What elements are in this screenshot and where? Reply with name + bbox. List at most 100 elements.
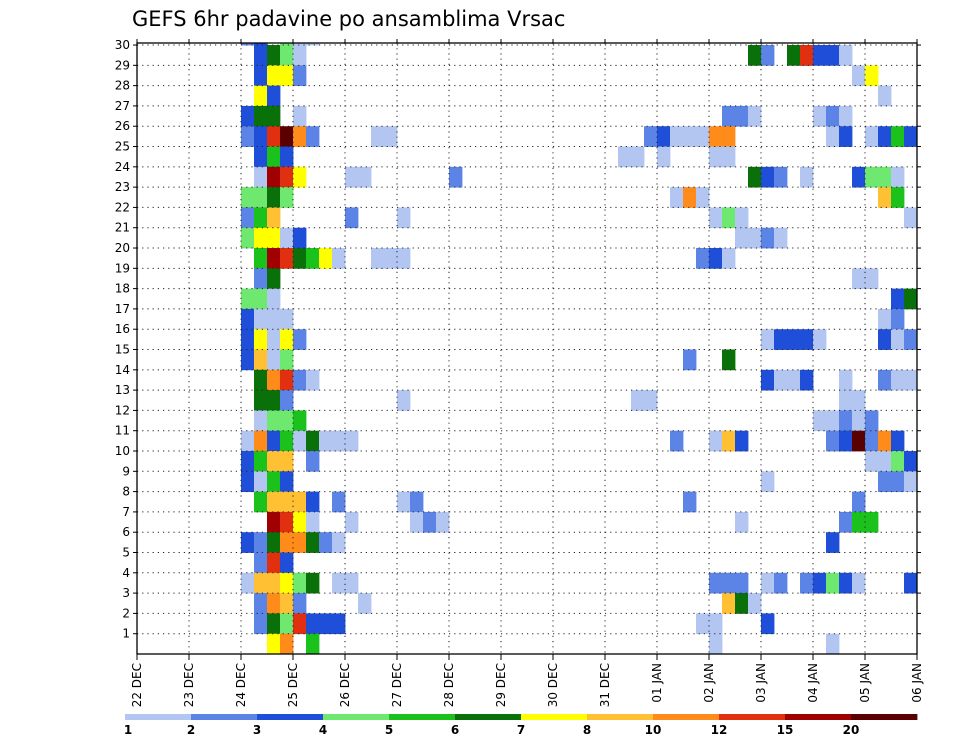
heatmap-cell [904,572,918,594]
heatmap-cell [280,227,294,249]
heatmap-cell [332,430,346,452]
x-tick-label: 24 DEC [234,663,248,707]
heatmap-cell [852,430,866,452]
x-tick-label: 30 DEC [546,663,560,707]
heatmap-cell [865,430,879,452]
heatmap-cell [267,308,281,330]
heatmap-cell [267,451,281,472]
heatmap-cell [345,430,359,452]
heatmap-cell [267,410,281,432]
heatmap-cell [254,613,268,635]
heatmap-cell [904,451,918,472]
heatmap-cell [293,166,307,188]
heatmap-cell [332,613,346,635]
heatmap-cell [722,572,736,594]
colorbar-label: 8 [583,723,591,737]
colorbar-label: 7 [517,723,525,737]
heatmap-cell [644,390,658,411]
heatmap-cell [683,349,697,371]
x-tick-label: 27 DEC [390,663,404,707]
heatmap-cell [267,166,281,188]
y-tick-label: 30 [115,38,130,52]
heatmap-cell [254,410,268,432]
heatmap-cell [280,248,294,269]
colorbar-swatch [389,714,456,720]
heatmap-cell [878,85,892,107]
colorbar-swatch [851,714,918,720]
heatmap-cell [865,410,879,432]
x-tick-label: 28 DEC [442,663,456,707]
heatmap-cell [293,613,307,635]
y-tick-label: 20 [115,241,130,255]
heatmap-cell [280,329,294,350]
y-tick-label: 29 [115,58,130,72]
heatmap-cell [657,146,671,168]
y-tick-label: 5 [122,546,130,560]
heatmap-cell [865,126,879,147]
heatmap-cell [436,511,450,533]
heatmap-cell [722,146,736,168]
x-tick-label: 01 JAN [650,663,664,703]
heatmap-cell [878,166,892,188]
y-tick-label: 4 [122,566,130,580]
heatmap-cell [878,430,892,452]
heatmap-cell [748,227,762,249]
y-tick-label: 2 [122,606,130,620]
heatmap-cell [748,593,762,614]
heatmap-cell [267,633,281,655]
heatmap-cell [878,451,892,472]
heatmap-cell [267,593,281,614]
heatmap-cell [774,227,788,249]
heatmap-cell [241,471,255,493]
heatmap-cell [735,511,749,533]
heatmap-cell [267,207,281,229]
heatmap-cell [371,126,385,147]
heatmap-cell [267,126,281,147]
heatmap-cell [696,613,710,635]
heatmap-cell [839,430,853,452]
heatmap-cell [852,268,866,290]
heatmap-cell [852,166,866,188]
heatmap-cell [709,126,723,147]
heatmap-cell [852,491,866,513]
heatmap-cell [384,248,398,269]
heatmap-cell [241,126,255,147]
heatmap-cell [306,491,320,513]
heatmap-cell [293,430,307,452]
x-axis-ticks: 22 DEC 23 DEC 24 DEC 25 DEC 26 DEC 27 DEC 28 D… [130,39,924,707]
heatmap-cell [254,268,268,290]
heatmap-cell [267,45,281,66]
heatmap-cell [397,390,411,411]
heatmap-cell [280,552,294,574]
heatmap-cell [683,126,697,147]
heatmap-cell [722,593,736,614]
heatmap-cell [254,43,268,46]
heatmap-cell [839,369,853,391]
heatmap-cell [891,430,905,452]
heatmap-cell [293,43,307,46]
heatmap-cell [254,248,268,269]
heatmap-cell [254,45,268,66]
heatmap-cell [267,105,281,127]
heatmap-cell [839,572,853,594]
heatmap-cell [722,349,736,371]
heatmap-cell [267,85,281,107]
heatmap-cell [761,471,775,493]
heatmap-cell [254,369,268,391]
heatmap-cell [319,430,333,452]
heatmap-cell [826,572,840,594]
colorbar-swatch [587,714,654,720]
colorbar-swatch [785,714,852,720]
colorbar-swatch [653,714,720,720]
colorbar-label: 6 [451,723,459,737]
heatmap-cell [761,45,775,66]
heatmap-cell [670,187,684,208]
heatmap-cell [254,308,268,330]
heatmap-cell [306,126,320,147]
heatmap-cell [280,471,294,493]
y-tick-label: 10 [115,444,130,458]
heatmap-cell [267,369,281,391]
heatmap-cell [813,105,827,127]
heatmap-cell [878,369,892,391]
